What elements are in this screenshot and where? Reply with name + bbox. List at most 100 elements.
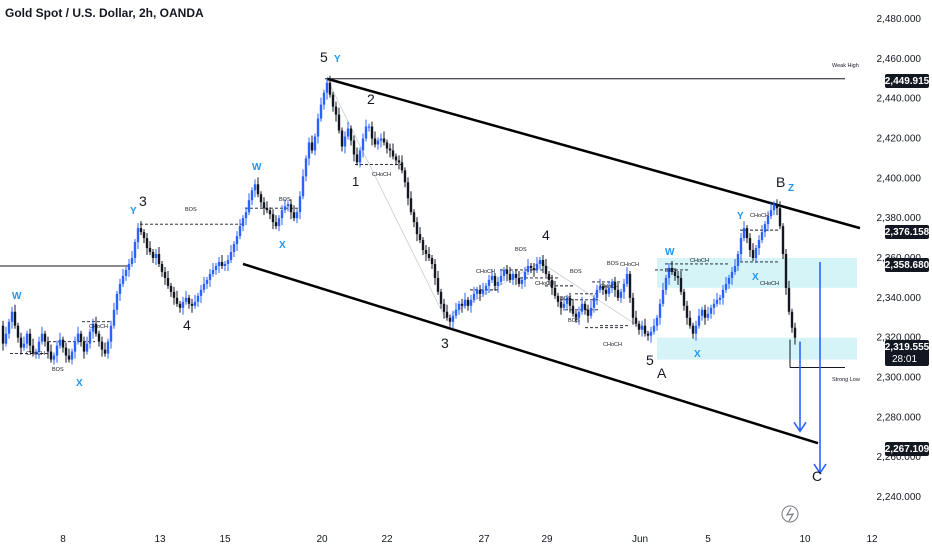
candle-body bbox=[667, 267, 671, 278]
candle-body bbox=[649, 331, 653, 336]
lightning-icon bbox=[781, 505, 799, 523]
candle-body bbox=[658, 303, 662, 318]
candle-body bbox=[634, 317, 638, 324]
y-tick-label: 2,300.000 bbox=[877, 373, 922, 384]
price-badge bbox=[885, 225, 929, 239]
candle-body bbox=[364, 126, 368, 139]
structure-label: BOS bbox=[607, 261, 619, 267]
candle-body bbox=[784, 254, 788, 288]
candle-body bbox=[289, 204, 293, 213]
candle-body bbox=[187, 297, 191, 304]
candle-body bbox=[382, 138, 386, 143]
candle-body bbox=[337, 114, 341, 131]
candle-body bbox=[268, 210, 272, 215]
candle-body bbox=[325, 82, 329, 93]
structure-label: CHoCH bbox=[372, 172, 391, 178]
structure-label: CHoCH bbox=[760, 281, 779, 287]
candle-body bbox=[682, 291, 686, 306]
candle-body bbox=[691, 325, 695, 334]
candle-body bbox=[97, 333, 101, 342]
structure-label: BOS bbox=[665, 268, 677, 274]
candle-body bbox=[778, 208, 782, 227]
candle-body bbox=[25, 333, 29, 344]
x-tick-label: 15 bbox=[219, 534, 231, 545]
candle-body bbox=[757, 240, 761, 249]
candle-body bbox=[475, 289, 479, 294]
candle-body bbox=[64, 347, 68, 356]
y-tick-label: 2,240.000 bbox=[877, 492, 922, 503]
candle-body bbox=[622, 283, 626, 292]
candle-body bbox=[754, 248, 758, 258]
candle-body bbox=[676, 275, 680, 278]
price-badge bbox=[885, 442, 929, 456]
candle-body bbox=[619, 291, 623, 298]
wave-label: 3 bbox=[139, 193, 147, 209]
candle-body bbox=[601, 285, 605, 290]
candle-body bbox=[520, 279, 524, 284]
candle-body bbox=[286, 204, 290, 207]
candle-body bbox=[331, 94, 335, 107]
candle-body bbox=[427, 254, 431, 258]
candle-body bbox=[529, 265, 533, 268]
candle-body bbox=[679, 277, 683, 292]
wave-label: Y bbox=[334, 54, 341, 65]
candle-body bbox=[67, 355, 71, 360]
candle-body bbox=[703, 309, 707, 318]
candle-body bbox=[736, 254, 740, 266]
candle-body bbox=[34, 351, 38, 354]
candle-body bbox=[511, 273, 515, 280]
candle-body bbox=[208, 273, 212, 280]
candle-body bbox=[328, 82, 332, 95]
candle-body bbox=[424, 250, 428, 255]
candle-body bbox=[409, 198, 413, 213]
candle-body bbox=[7, 321, 11, 334]
candle-body bbox=[412, 212, 416, 223]
candle-body bbox=[226, 259, 230, 264]
candle-body bbox=[721, 289, 725, 298]
structure-label: CHoCH bbox=[603, 342, 622, 348]
candle-body bbox=[598, 285, 602, 290]
candle-body bbox=[394, 156, 398, 161]
candle-body bbox=[643, 325, 647, 334]
candle-body bbox=[121, 275, 125, 284]
structure-label: BOS bbox=[515, 247, 527, 253]
candle-body bbox=[733, 265, 737, 272]
candle-body bbox=[589, 307, 593, 316]
candle-body bbox=[616, 289, 620, 298]
candle-body bbox=[466, 299, 470, 306]
candle-body bbox=[391, 150, 395, 157]
wave-label: Y bbox=[130, 206, 137, 217]
candle-body bbox=[178, 303, 182, 308]
price-badge-label: 2,267.109 bbox=[885, 444, 930, 455]
candle-body bbox=[199, 289, 203, 296]
price-badge-label: 2,449.915 bbox=[885, 76, 930, 87]
wave-label: 5 bbox=[646, 352, 654, 368]
candle-body bbox=[661, 289, 665, 304]
candle-body bbox=[313, 136, 317, 151]
candle-body bbox=[406, 182, 410, 199]
candle-body bbox=[193, 301, 197, 306]
candle-body bbox=[745, 228, 749, 239]
strong-low-label: Strong Low bbox=[832, 377, 860, 383]
candle-body bbox=[148, 248, 152, 253]
candle-body bbox=[532, 267, 536, 270]
candle-body bbox=[775, 204, 779, 209]
x-tick-label: 12 bbox=[866, 534, 878, 545]
candle-body bbox=[652, 325, 656, 332]
candle-body bbox=[451, 315, 455, 322]
y-tick-label: 2,320.000 bbox=[877, 333, 922, 344]
candle-body bbox=[715, 299, 719, 304]
candle-body bbox=[91, 323, 95, 332]
candle-body bbox=[631, 297, 635, 318]
structure-label: BOS bbox=[279, 197, 291, 203]
candle-body bbox=[493, 275, 497, 286]
candle-body bbox=[523, 271, 527, 280]
x-tick-label: Jun bbox=[632, 534, 648, 545]
candle-body bbox=[295, 212, 299, 219]
candle-body bbox=[154, 254, 158, 258]
candle-body bbox=[1, 325, 5, 344]
x-tick-label: 20 bbox=[316, 534, 328, 545]
x-tick-label: 8 bbox=[60, 534, 66, 545]
candle-body bbox=[100, 341, 104, 350]
candle-body bbox=[790, 311, 794, 328]
